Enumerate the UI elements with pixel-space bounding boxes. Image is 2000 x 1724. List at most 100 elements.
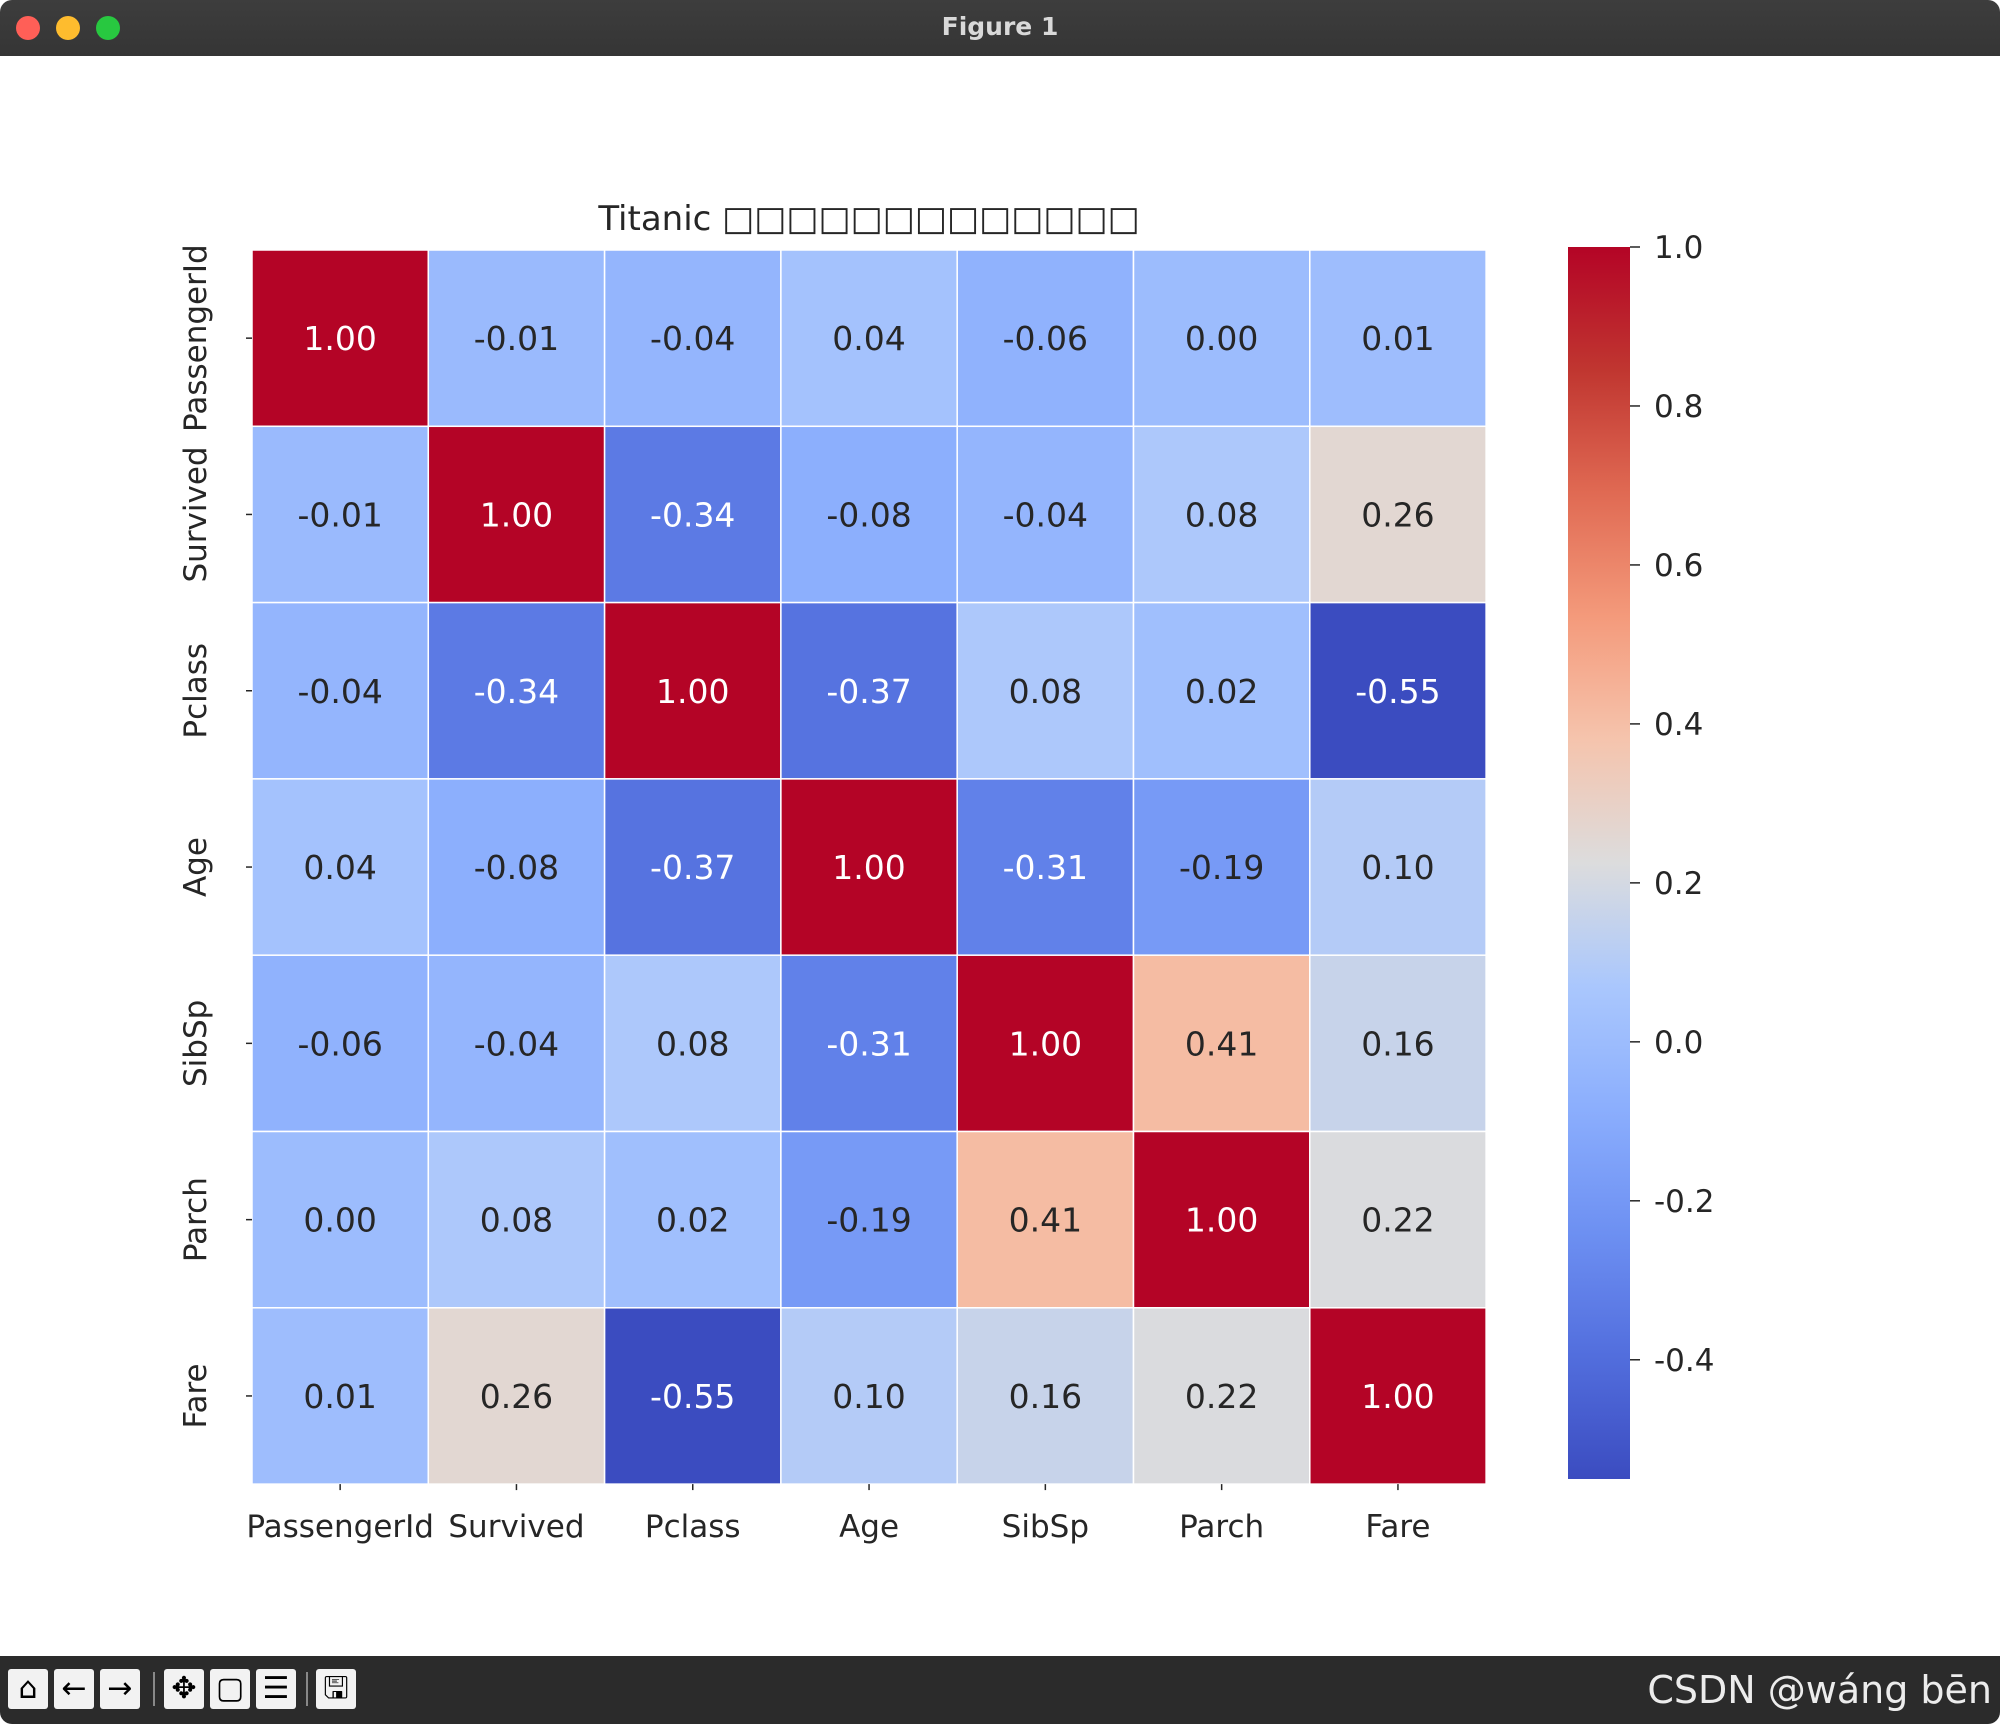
cell-value-label: 0.26: [480, 1377, 553, 1416]
heatmap-cell: [1132, 425, 1311, 604]
x-tick-label: Fare: [1365, 1509, 1430, 1545]
cell-value-label: -0.04: [1003, 495, 1088, 534]
save-icon: 🖫: [323, 1671, 349, 1706]
heatmap-cell: [251, 1307, 430, 1485]
cell-value-label: 1.00: [832, 848, 905, 887]
y-tick-label: SibSp: [178, 1000, 214, 1087]
cell-value-label: -0.31: [1003, 848, 1088, 887]
cell-value-label: 1.00: [303, 319, 376, 358]
heatmap-cell: [1132, 249, 1311, 428]
heatmap-cell: [603, 601, 782, 780]
minimize-window-button[interactable]: [56, 16, 80, 40]
x-tick-label: PassengerId: [246, 1509, 434, 1545]
cell-value-label: -0.34: [650, 495, 735, 534]
save-button[interactable]: 🖫: [316, 1669, 356, 1709]
cell-value-label: 0.04: [303, 848, 376, 887]
toolbar-separator: [153, 1672, 155, 1706]
heatmap-cell: [780, 1307, 958, 1485]
chart-title: Titanic □□□□□□□□□□□□□: [597, 199, 1139, 239]
x-tick-label: Parch: [1179, 1509, 1264, 1545]
heatmap-cell: [780, 778, 958, 956]
cell-value-label: -0.19: [1179, 848, 1264, 887]
heatmap-cell: [251, 425, 430, 604]
heatmap-chart: Titanic □□□□□□□□□□□□□ 1.00 -0.01 -0.04 0.04 -…: [178, 199, 1715, 1545]
back-button[interactable]: ←: [54, 1669, 94, 1709]
heatmap-cell: [1309, 601, 1487, 780]
configure-icon: ☰: [262, 1671, 290, 1706]
x-tick-label: Survived: [448, 1509, 584, 1545]
home-icon: ⌂: [18, 1671, 38, 1706]
cell-value-label: 0.10: [1361, 848, 1434, 887]
cell-value-label: 0.22: [1185, 1377, 1258, 1416]
heatmap-cell: [427, 601, 606, 780]
colorbar-tick-label: 0.8: [1654, 389, 1703, 425]
navigation-toolbar: ⌂ ← → ✥ ▢ ☰ 🖫 CSDN @wáng bēn: [0, 1656, 2000, 1724]
cell-value-label: 1.00: [656, 672, 729, 711]
cell-value-label: -0.37: [650, 848, 735, 887]
pan-icon: ✥: [171, 1671, 197, 1706]
colorbar-tick-label: 0.2: [1654, 866, 1703, 902]
cell-value-label: -0.04: [650, 319, 735, 358]
heatmap-cell: [780, 954, 958, 1133]
cell-value-label: 1.00: [1361, 1377, 1434, 1416]
cell-value-label: -0.06: [297, 1024, 382, 1063]
heatmap-cell: [1309, 778, 1487, 956]
cell-value-label: 0.08: [1009, 672, 1082, 711]
y-tick-label: Parch: [178, 1177, 214, 1262]
colorbar: [1568, 247, 1630, 1479]
maximize-window-button[interactable]: [96, 16, 120, 40]
cell-value-label: -0.37: [826, 672, 911, 711]
forward-button[interactable]: →: [100, 1669, 140, 1709]
cell-value-label: -0.19: [826, 1201, 911, 1240]
x-tick-label: Pclass: [645, 1509, 741, 1545]
cell-value-label: 0.02: [656, 1201, 729, 1240]
cell-value-label: 0.04: [832, 319, 905, 358]
x-tick-label: SibSp: [1002, 1509, 1089, 1545]
close-window-button[interactable]: [16, 16, 40, 40]
heatmap-cell: [956, 954, 1135, 1133]
colorbar-tick-label: 0.0: [1654, 1025, 1703, 1061]
heatmap-cell: [251, 1130, 430, 1309]
heatmap-cell: [1309, 954, 1487, 1133]
heatmap-cell: [956, 778, 1135, 956]
heatmap-cell: [956, 601, 1135, 780]
cell-value-label: -0.01: [474, 319, 559, 358]
heatmap-cell: [1309, 249, 1487, 428]
y-tick-label: PassengerId: [178, 244, 214, 432]
cell-value-label: -0.08: [474, 848, 559, 887]
heatmap-cell: [780, 425, 958, 604]
cell-value-label: 0.41: [1009, 1201, 1082, 1240]
heatmap-cell: [1309, 425, 1487, 604]
y-tick-label: Survived: [178, 446, 214, 582]
heatmap-cell: [603, 778, 782, 956]
title-bar: Figure 1: [0, 0, 2000, 57]
heatmap-cell: [780, 601, 958, 780]
y-tick-label: Age: [178, 837, 214, 897]
colorbar-tick-label: 0.4: [1654, 707, 1703, 743]
cell-value-label: 0.01: [303, 1377, 376, 1416]
cell-value-label: -0.01: [297, 495, 382, 534]
heatmap-cell: [427, 425, 606, 604]
heatmap-cell: [603, 1307, 782, 1485]
zoom-button[interactable]: ▢: [210, 1669, 250, 1709]
heatmap-cell: [603, 954, 782, 1133]
cell-value-label: 0.22: [1361, 1201, 1434, 1240]
cell-value-label: 0.08: [656, 1024, 729, 1063]
colorbar-tick-label: 0.6: [1654, 548, 1703, 584]
cell-value-label: -0.31: [826, 1024, 911, 1063]
configure-subplots-button[interactable]: ☰: [256, 1669, 296, 1709]
heatmap-cell: [427, 954, 606, 1133]
cell-value-label: 0.02: [1185, 672, 1258, 711]
heatmap-cell: [251, 601, 430, 780]
heatmap-cell: [956, 1307, 1135, 1485]
cell-value-label: 0.41: [1185, 1024, 1258, 1063]
home-button[interactable]: ⌂: [8, 1669, 48, 1709]
pan-button[interactable]: ✥: [164, 1669, 204, 1709]
heatmap-cell: [603, 1130, 782, 1309]
colorbar-tick-label: -0.4: [1654, 1343, 1715, 1379]
heatmap-cell: [603, 425, 782, 604]
zoom-icon: ▢: [215, 1671, 245, 1706]
cell-value-label: 0.10: [832, 1377, 905, 1416]
cell-value-label: 0.00: [1185, 319, 1258, 358]
